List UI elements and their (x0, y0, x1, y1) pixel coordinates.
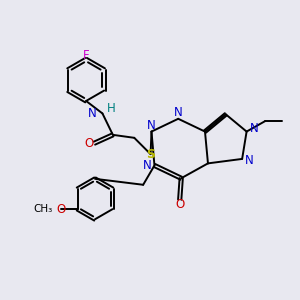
Text: N: N (88, 107, 97, 120)
Text: O: O (56, 202, 66, 216)
Text: CH₃: CH₃ (33, 204, 52, 214)
Text: N: N (147, 118, 156, 131)
Text: N: N (143, 159, 152, 172)
Text: N: N (245, 154, 254, 167)
Text: S: S (146, 148, 155, 161)
Text: O: O (175, 198, 184, 211)
Text: H: H (106, 102, 115, 115)
Text: N: N (174, 106, 183, 119)
Text: O: O (84, 137, 94, 150)
Text: F: F (83, 49, 89, 62)
Text: N: N (250, 122, 258, 135)
